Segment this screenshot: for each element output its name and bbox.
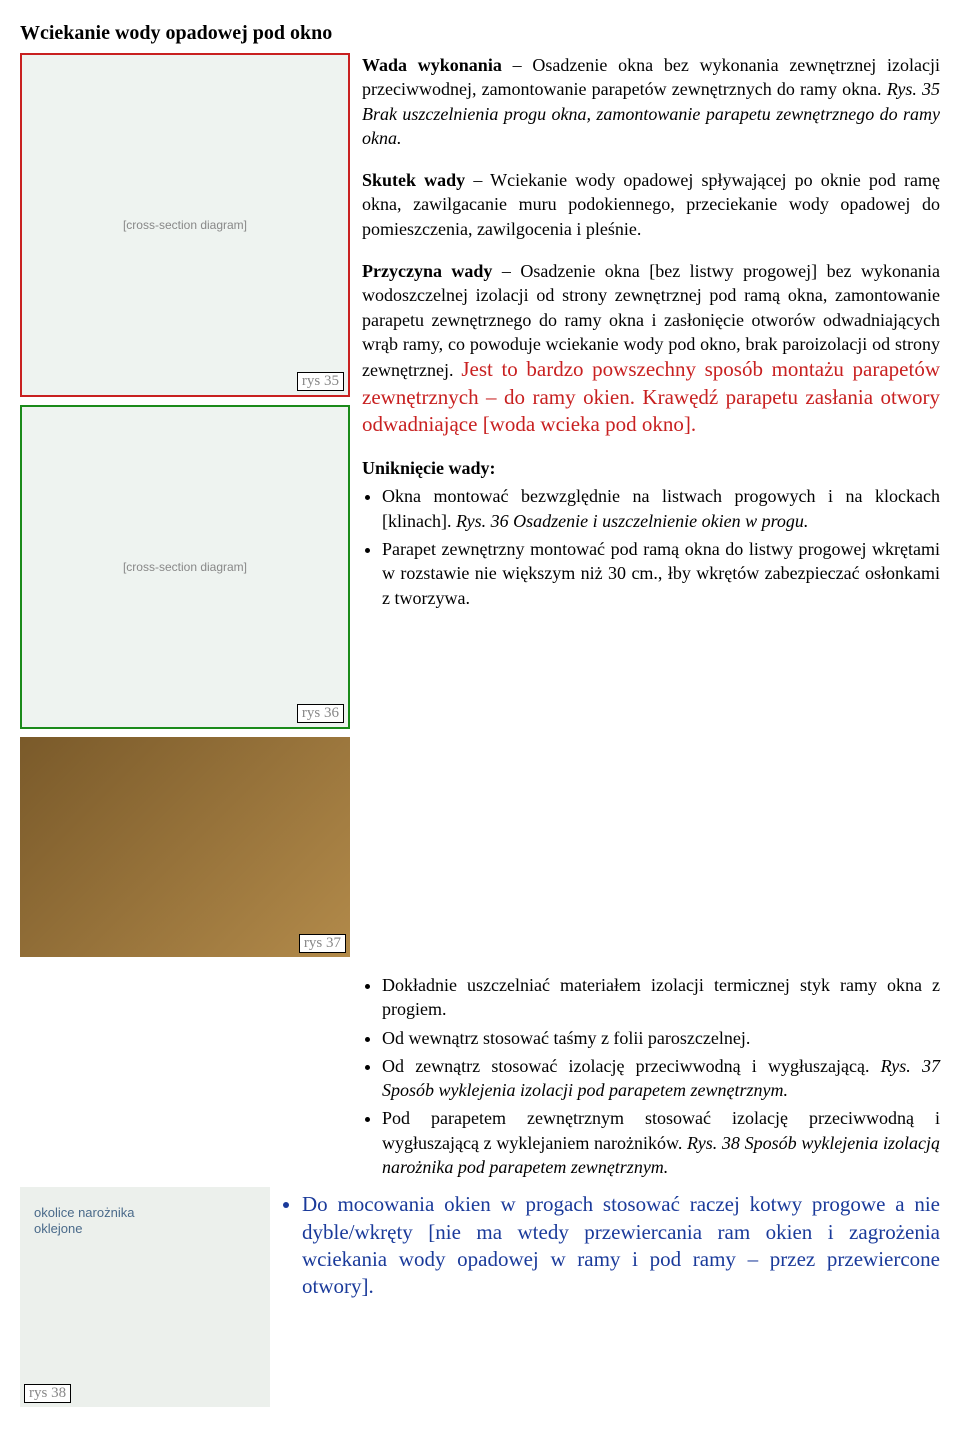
- figure-35-placeholder: [cross-section diagram]: [123, 217, 247, 233]
- figure-38-wrap: [20, 969, 350, 1183]
- unikniecie-label: Uniknięcie wady:: [362, 456, 940, 480]
- text-column: Wada wykonania – Osadzenie okna bez wyko…: [362, 53, 940, 965]
- przyczyna-label: Przyczyna wady: [362, 261, 492, 281]
- figure-38: okolice narożnika oklejone rys 38: [20, 1187, 270, 1407]
- lower-row: Dokładnie uszczelniać materiałem izolacj…: [20, 969, 940, 1183]
- skutek-label: Skutek wady: [362, 170, 465, 190]
- figure-38-caption-l1: okolice narożnika: [34, 1205, 134, 1220]
- bullets-narrow: Okna montować bezwzględnie na listwach p…: [362, 484, 940, 609]
- bullet-2: Parapet zewnętrzny montować pod ramą okn…: [382, 537, 940, 610]
- przyczyna-paragraph: Przyczyna wady – Osadzenie okna [bez lis…: [362, 259, 940, 438]
- wada-paragraph: Wada wykonania – Osadzenie okna bez wyko…: [362, 53, 940, 150]
- bullets-bottom: Do mocowania okien w progach stosować ra…: [282, 1191, 940, 1300]
- figure-36-placeholder: [cross-section diagram]: [123, 559, 247, 575]
- bullet-4: Od wewnątrz stosować taśmy z folii paros…: [382, 1026, 940, 1050]
- bullets-mid: Dokładnie uszczelniać materiałem izolacj…: [362, 973, 940, 1179]
- page-title: Wciekanie wody opadowej pod okno: [20, 20, 940, 47]
- bullet-7: Do mocowania okien w progach stosować ra…: [302, 1191, 940, 1300]
- bottom-row: okolice narożnika oklejone rys 38 Do moc…: [20, 1187, 940, 1415]
- figure-35: [cross-section diagram] rys 35: [20, 53, 350, 397]
- figures-column: [cross-section diagram] rys 35 [cross-se…: [20, 53, 350, 965]
- figure-37: rys 37: [20, 737, 350, 957]
- figure-37-label: rys 37: [299, 934, 346, 953]
- figure-38-caption-l2: oklejone: [34, 1221, 82, 1236]
- figure-38-caption: okolice narożnika oklejone: [34, 1205, 134, 1236]
- figure-38-label: rys 38: [24, 1384, 71, 1403]
- main-two-column: [cross-section diagram] rys 35 [cross-se…: [20, 53, 940, 965]
- bullet-1b: Rys. 36 Osadzenie i uszczelnienie okien …: [456, 511, 808, 531]
- bullet-5: Od zewnątrz stosować izolację przeciwwod…: [382, 1054, 940, 1103]
- figure-36-label: rys 36: [297, 704, 344, 723]
- bottom-text: Do mocowania okien w progach stosować ra…: [282, 1187, 940, 1415]
- lower-text: Dokładnie uszczelniać materiałem izolacj…: [362, 969, 940, 1183]
- bullet-6: Pod parapetem zewnętrznym stosować izola…: [382, 1106, 940, 1179]
- bullet-3: Dokładnie uszczelniać materiałem izolacj…: [382, 973, 940, 1022]
- figure-35-label: rys 35: [297, 372, 344, 391]
- figure-36: [cross-section diagram] rys 36: [20, 405, 350, 729]
- figure-38-col: okolice narożnika oklejone rys 38: [20, 1187, 270, 1415]
- skutek-paragraph: Skutek wady – Wciekanie wody opadowej sp…: [362, 168, 940, 241]
- wada-label: Wada wykonania: [362, 55, 502, 75]
- bullet-1: Okna montować bezwzględnie na listwach p…: [382, 484, 940, 533]
- bullet-5a: Od zewnątrz stosować izolację przeciwwod…: [382, 1056, 881, 1076]
